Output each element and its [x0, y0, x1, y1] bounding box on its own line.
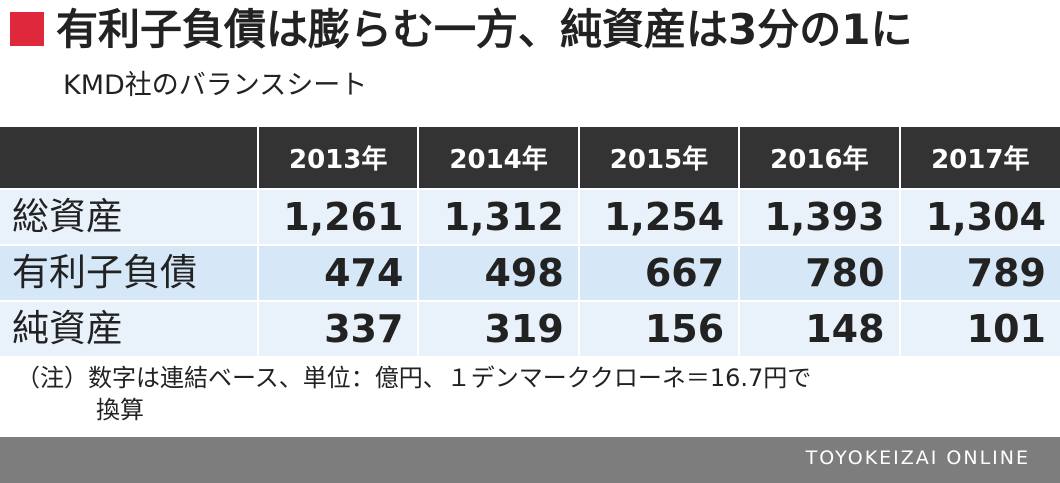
column-header: 2013年 — [256, 127, 419, 189]
column-header: 2015年 — [577, 127, 740, 189]
table-cell: 498 — [417, 244, 579, 301]
brand-credit: TOYOKEIZAI ONLINE — [805, 447, 1030, 469]
table-cell: 337 — [256, 300, 419, 356]
table-cell: 319 — [417, 300, 579, 356]
table-cell: 156 — [577, 300, 740, 356]
table-row: 純資産 337 319 156 148 101 — [0, 300, 1060, 356]
table-cell: 1,254 — [577, 188, 740, 245]
footer-bar: TOYOKEIZAI ONLINE — [0, 437, 1060, 483]
footnote-line: 換算 — [96, 396, 144, 424]
title-marker-icon — [10, 12, 44, 46]
balance-sheet-table: 2013年 2014年 2015年 2016年 2017年 総資産 1,261 … — [0, 127, 1060, 356]
chart-subtitle: KMD社のバランスシート — [63, 70, 368, 101]
balance-sheet-table-container: 2013年 2014年 2015年 2016年 2017年 総資産 1,261 … — [0, 127, 1060, 356]
table-cell: 101 — [898, 300, 1060, 356]
table-header-corner — [0, 127, 258, 189]
column-header: 2014年 — [417, 127, 579, 189]
row-label: 有利子負債 — [0, 244, 258, 301]
table-cell: 1,261 — [256, 188, 419, 245]
table-cell: 780 — [738, 244, 900, 301]
table-header-row: 2013年 2014年 2015年 2016年 2017年 — [0, 127, 1060, 189]
table-cell: 474 — [256, 244, 419, 301]
table-row: 総資産 1,261 1,312 1,254 1,393 1,304 — [0, 188, 1060, 245]
table-cell: 148 — [738, 300, 900, 356]
chart-title: 有利子負債は膨らむ一方、純資産は3分の1に — [56, 5, 913, 54]
column-header: 2017年 — [898, 127, 1060, 189]
column-header: 2016年 — [738, 127, 900, 189]
table-cell: 1,312 — [417, 188, 579, 245]
footnote-line: （注）数字は連結ベース、単位：億円、１デンマーククローネ＝16.7円で — [16, 364, 812, 392]
table-cell: 667 — [577, 244, 740, 301]
footnote: （注）数字は連結ベース、単位：億円、１デンマーククローネ＝16.7円で 換算 — [16, 362, 1016, 426]
row-label: 純資産 — [0, 300, 258, 356]
table-cell: 789 — [898, 244, 1060, 301]
chart-header: 有利子負債は膨らむ一方、純資産は3分の1に KMD社のバランスシート — [0, 0, 1060, 118]
table-row: 有利子負債 474 498 667 780 789 — [0, 244, 1060, 301]
row-label: 総資産 — [0, 188, 258, 245]
table-cell: 1,393 — [738, 188, 900, 245]
table-cell: 1,304 — [898, 188, 1060, 245]
